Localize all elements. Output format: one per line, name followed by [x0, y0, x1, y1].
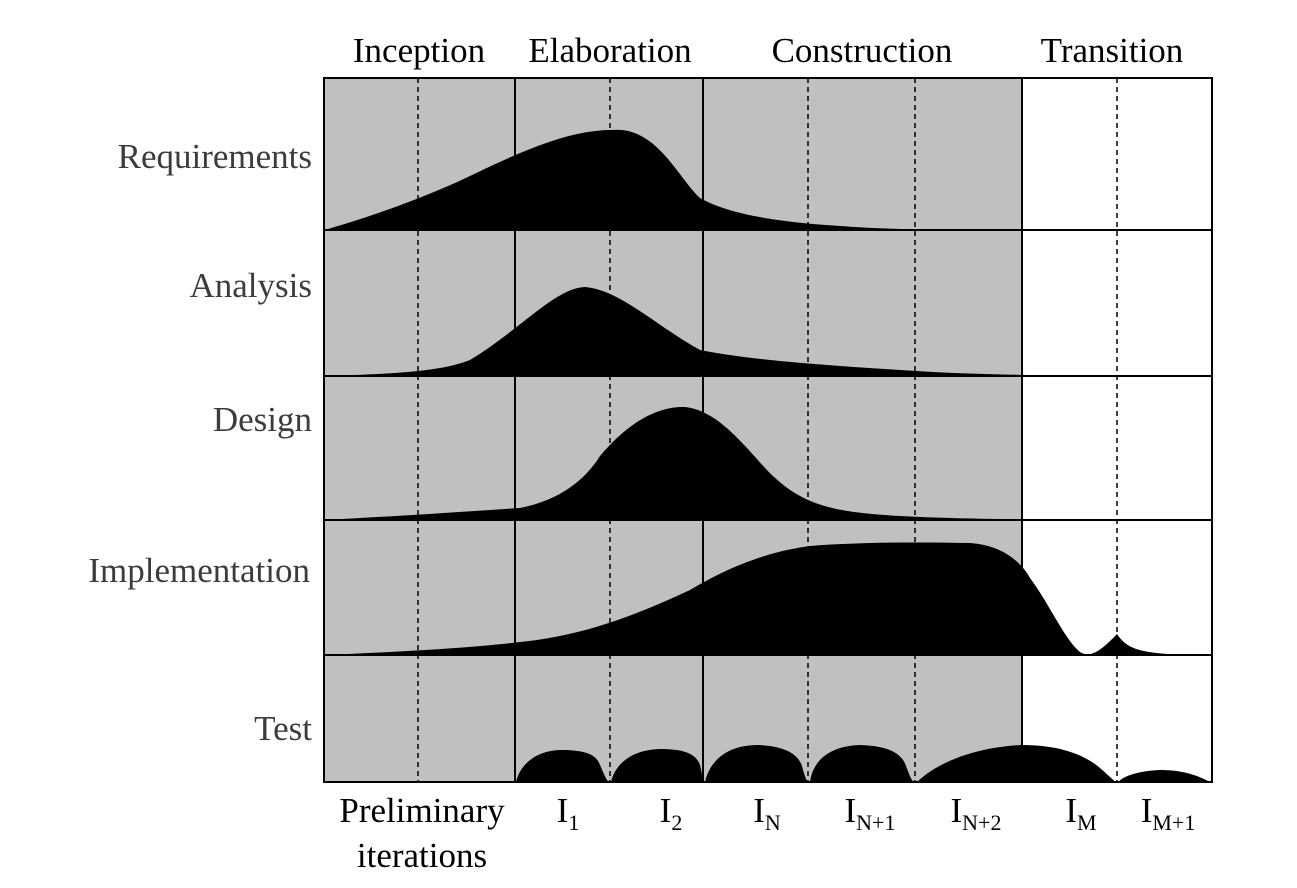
discipline-label-test: Test: [254, 709, 312, 748]
test-workload-i2: [611, 749, 704, 782]
analysis-workload: [324, 287, 1212, 376]
iteration-label-in1: IN+1: [845, 791, 896, 835]
phase-label-elaboration: Elaboration: [528, 31, 691, 70]
discipline-label-analysis: Analysis: [190, 266, 313, 305]
design-workload: [324, 406, 1212, 520]
iteration-label-preliminary-line1: Preliminary: [339, 791, 505, 830]
iteration-label-in: IN: [753, 791, 781, 835]
test-workload-in1: [810, 745, 914, 782]
iteration-label-i1: I1: [557, 791, 580, 835]
test-workload-in2-im: [917, 745, 1116, 782]
implementation-workload: [324, 542, 1212, 655]
iteration-label-in2: IN+2: [951, 791, 1002, 835]
iteration-label-preliminary-line2: iterations: [357, 836, 487, 875]
phase-label-inception: Inception: [353, 31, 485, 70]
iteration-label-im1: IM+1: [1141, 791, 1196, 835]
iteration-label-i2: I2: [660, 791, 683, 835]
iteration-labels: Preliminary iterations I1 I2 IN IN+1 IN+…: [339, 791, 1195, 875]
iteration-dividers: [417, 78, 1118, 782]
iteration-label-im: IM: [1065, 791, 1096, 835]
discipline-label-implementation: Implementation: [88, 551, 310, 590]
test-workload-in: [705, 745, 808, 782]
workload-curves: [324, 129, 1212, 782]
discipline-dividers: [324, 229, 1212, 656]
phase-label-transition: Transition: [1041, 31, 1184, 70]
test-workload-i1: [516, 750, 609, 782]
test-workload-im1: [1118, 770, 1210, 782]
phase-labels: Inception Elaboration Construction Trans…: [353, 31, 1183, 70]
requirements-workload: [324, 129, 1022, 230]
phase-label-construction: Construction: [772, 31, 953, 70]
diagram-frame: [323, 77, 1213, 783]
discipline-labels: Requirements Analysis Design Implementat…: [88, 137, 312, 748]
discipline-label-requirements: Requirements: [118, 137, 312, 176]
discipline-label-design: Design: [213, 400, 312, 439]
phase-dividers: [514, 78, 1023, 782]
